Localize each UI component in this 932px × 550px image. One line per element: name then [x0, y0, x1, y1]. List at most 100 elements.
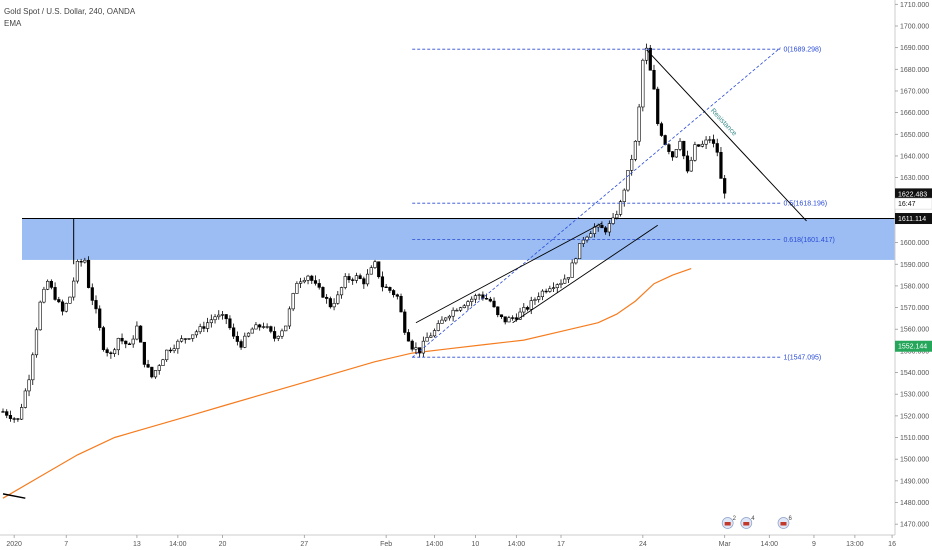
candle — [403, 309, 407, 335]
candle — [276, 335, 280, 342]
candle-body-up — [354, 275, 359, 281]
candle-body-down — [12, 418, 16, 420]
candle-body-down — [711, 139, 716, 144]
candle-body-down — [525, 307, 530, 310]
candle — [8, 410, 13, 422]
candle-body-up — [254, 324, 258, 330]
candle — [723, 174, 727, 199]
y-tick-label: 1680.000 — [900, 67, 929, 74]
candle — [511, 315, 515, 321]
chart-legend[interactable]: Gold Spot / U.S. Dollar, 240, OANDA EMA — [4, 6, 135, 30]
candle-body-down — [1, 411, 5, 413]
candle — [399, 293, 403, 313]
candle-body-down — [5, 411, 9, 416]
candle-body-down — [503, 316, 507, 323]
candle-body-up — [187, 338, 191, 340]
candle — [75, 259, 79, 284]
candle-body-down — [362, 278, 366, 285]
candle-body-up — [466, 301, 470, 307]
candle-body-up — [633, 140, 637, 160]
y-tick-label: 1630.000 — [900, 175, 929, 182]
candle-body-up — [555, 284, 559, 288]
candle — [667, 143, 671, 155]
candle — [414, 342, 418, 354]
candle-body-down — [719, 151, 723, 179]
lower-left-line — [2, 493, 26, 499]
candle — [551, 282, 556, 292]
candle-body-down — [127, 343, 132, 345]
candle — [700, 140, 704, 148]
candle-body-up — [518, 311, 522, 320]
candle-body-up — [607, 223, 611, 233]
candle-body-down — [403, 311, 407, 333]
candle-body-up — [365, 273, 370, 285]
y-tick-label: 1570.000 — [900, 305, 929, 312]
candle-body-down — [202, 326, 206, 329]
candle — [369, 265, 373, 275]
candle-body-down — [235, 335, 239, 342]
candle — [343, 273, 347, 290]
price-badge-label: 1622.483 — [898, 191, 927, 198]
candle — [217, 310, 221, 320]
candle — [57, 296, 61, 304]
candle — [429, 332, 433, 338]
candle — [280, 328, 284, 340]
candle — [693, 141, 697, 162]
y-tick-label: 1700.000 — [900, 23, 929, 30]
candle — [98, 305, 102, 331]
x-axis[interactable]: 2020 7 13 14:00 20 27 Feb 14:00 10 14:00 17 24 Mar 14… — [0, 534, 896, 548]
candle — [272, 326, 277, 342]
candle — [391, 289, 396, 298]
candle — [339, 286, 344, 299]
candle-body-down — [723, 178, 727, 194]
candle — [656, 86, 660, 126]
y-tick-label: 1500.000 — [900, 457, 929, 464]
candle — [577, 243, 582, 260]
candle-body-up — [581, 239, 585, 244]
candle-body-up — [451, 309, 455, 317]
candle-body-up — [574, 258, 578, 264]
price-badge: 1622.483 — [895, 188, 932, 200]
candle — [228, 315, 232, 330]
candle — [689, 156, 693, 172]
candle — [298, 277, 303, 288]
candle-body-down — [168, 349, 173, 352]
candle — [254, 322, 258, 330]
candle — [492, 297, 496, 308]
candle — [295, 281, 299, 294]
flag-icon-stripe — [743, 522, 750, 526]
candle-body-up — [284, 325, 288, 332]
candle-body-up — [429, 335, 433, 338]
candle — [142, 341, 146, 368]
event-count: 6 — [788, 516, 792, 522]
candle-body-down — [514, 317, 518, 320]
y-axis[interactable]: 1470.000 1480.000 1490.000 1500.000 1510.000… — [894, 0, 929, 535]
y-tick-label: 1520.000 — [900, 413, 929, 420]
price-badge-bg — [895, 340, 932, 352]
candle-body-up — [693, 144, 697, 161]
channel-lower-line — [512, 224, 658, 324]
candle-body-down — [150, 366, 154, 378]
candle-body-up — [31, 354, 35, 381]
candle — [566, 277, 571, 284]
candle — [529, 296, 533, 315]
candle-body-down — [697, 144, 701, 147]
candle — [90, 283, 94, 306]
candle-body-down — [377, 261, 381, 278]
x-tick-label: 14:00 — [761, 541, 779, 548]
candle — [310, 274, 314, 284]
candle-body-up — [537, 296, 541, 300]
candle — [206, 317, 210, 333]
candle-body-down — [120, 337, 124, 342]
candle-body-down — [648, 47, 652, 71]
candle-body-up — [46, 280, 50, 290]
candle-body-up — [19, 407, 24, 420]
x-tick-label: 2020 — [6, 541, 22, 548]
candle — [213, 314, 217, 324]
candle — [440, 316, 444, 324]
candle — [187, 338, 191, 340]
candle-body-up — [179, 338, 184, 342]
candle-body-up — [27, 379, 31, 392]
y-tick-label: 1540.000 — [900, 370, 929, 377]
